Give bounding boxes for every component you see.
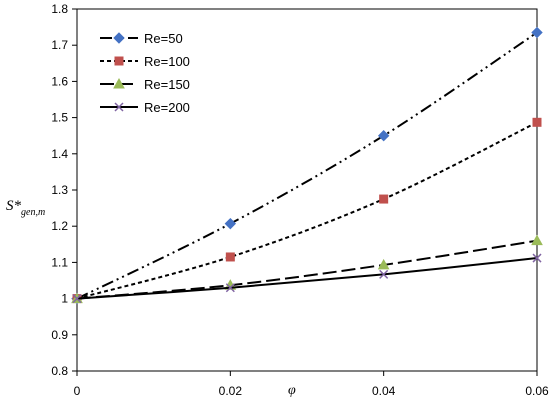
y-tick-label: 0.8 (51, 364, 68, 378)
data-point (113, 32, 125, 44)
x-tick-label: 0.04 (372, 384, 396, 398)
data-point (532, 117, 542, 127)
series-re-50 (71, 26, 543, 305)
series-layer (71, 26, 543, 305)
y-tick-label: 1.7 (51, 38, 68, 52)
y-axis-label-main: S* (6, 198, 22, 214)
y-tick-label: 1.2 (51, 219, 68, 233)
series-re-150 (71, 234, 543, 304)
legend-item: Re=50 (100, 31, 183, 46)
data-point (532, 253, 542, 263)
data-point (531, 26, 543, 39)
data-point (114, 102, 124, 112)
legend-label: Re=50 (144, 31, 183, 46)
data-point (225, 252, 235, 262)
x-axis-label: φ (288, 383, 296, 398)
x-tick-label: 0 (74, 384, 81, 398)
data-point (225, 283, 235, 293)
legend: Re=50 Re=100 Re=150 Re=200 (100, 31, 190, 115)
data-point (379, 194, 389, 204)
y-tick-label: 1.1 (51, 255, 68, 269)
data-point (114, 56, 124, 66)
series-re-200 (72, 253, 542, 304)
legend-item: Re=150 (100, 77, 190, 92)
data-point (531, 234, 543, 246)
legend-item: Re=200 (100, 100, 190, 115)
x-tick-label: 0.02 (219, 384, 243, 398)
data-point (379, 269, 389, 279)
legend-label: Re=100 (144, 54, 190, 69)
y-axis-label: S*gen,m (6, 198, 45, 218)
y-tick-label: 1.3 (51, 183, 68, 197)
y-tick-label: 1.5 (51, 111, 68, 125)
series-line (76, 121, 538, 300)
legend-label: Re=200 (144, 100, 190, 115)
series-line (76, 257, 538, 300)
y-tick-label: 1.6 (51, 74, 68, 88)
data-point (377, 129, 390, 142)
legend-item: Re=100 (100, 54, 190, 69)
series-line (76, 239, 538, 300)
x-tick-label: 0.06 (525, 384, 549, 398)
y-tick-label: 0.9 (51, 328, 68, 342)
data-point (224, 217, 237, 230)
y-axis-label-sub: gen,m (21, 207, 45, 218)
data-point (113, 77, 125, 89)
y-tick-label: 1 (61, 292, 68, 306)
axis-ticks: 0.8 0.9 1 1.1 1.2 1.3 1.4 1.5 1.6 1.7 1.8 0 0.02 0.04… (51, 2, 549, 398)
series-line (76, 31, 538, 300)
data-point (377, 258, 390, 270)
data-point (72, 294, 82, 304)
y-tick-label: 1.8 (51, 2, 68, 16)
legend-label: Re=150 (144, 77, 190, 92)
y-tick-label: 1.4 (51, 147, 68, 161)
